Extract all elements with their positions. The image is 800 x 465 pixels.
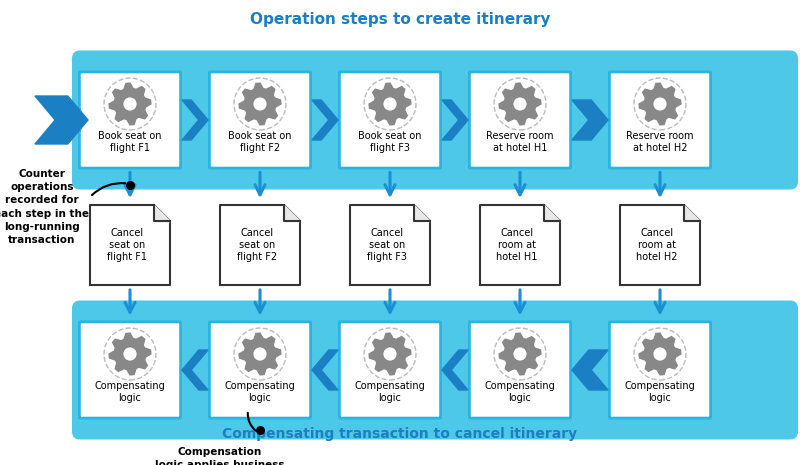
Circle shape <box>514 97 526 111</box>
Polygon shape <box>182 350 208 390</box>
Polygon shape <box>572 350 608 390</box>
Circle shape <box>234 329 286 379</box>
Circle shape <box>634 79 686 129</box>
Text: Counter
operations
recorded for
each step in the
long-running
transaction: Counter operations recorded for each ste… <box>0 169 90 245</box>
Circle shape <box>234 79 286 129</box>
Text: Reserve room
at hotel H1: Reserve room at hotel H1 <box>486 131 554 153</box>
FancyBboxPatch shape <box>339 72 441 168</box>
Polygon shape <box>109 83 151 125</box>
Text: Compensation
logic applies business
rules to counter-operations: Compensation logic applies business rule… <box>139 447 301 465</box>
FancyBboxPatch shape <box>72 51 798 190</box>
Polygon shape <box>154 205 170 221</box>
Polygon shape <box>109 333 151 375</box>
Circle shape <box>654 97 666 111</box>
Circle shape <box>365 329 415 379</box>
Circle shape <box>654 347 666 360</box>
Polygon shape <box>499 83 541 125</box>
Polygon shape <box>90 205 170 285</box>
Polygon shape <box>284 205 300 221</box>
Circle shape <box>514 347 526 360</box>
Polygon shape <box>350 205 430 285</box>
Polygon shape <box>312 100 338 140</box>
Polygon shape <box>220 205 300 285</box>
Text: Cancel
seat on
flight F1: Cancel seat on flight F1 <box>107 227 147 262</box>
Circle shape <box>383 347 397 360</box>
FancyBboxPatch shape <box>610 72 710 168</box>
Text: Book seat on
flight F3: Book seat on flight F3 <box>358 131 422 153</box>
FancyBboxPatch shape <box>470 72 570 168</box>
Text: Operation steps to create itinerary: Operation steps to create itinerary <box>250 12 550 27</box>
Polygon shape <box>369 83 411 125</box>
Text: Book seat on
flight F2: Book seat on flight F2 <box>228 131 292 153</box>
Polygon shape <box>239 333 281 375</box>
Text: Compensating
logic: Compensating logic <box>625 381 695 403</box>
Text: Compensating
logic: Compensating logic <box>354 381 426 403</box>
Text: Cancel
seat on
flight F2: Cancel seat on flight F2 <box>237 227 277 262</box>
Circle shape <box>105 79 155 129</box>
Polygon shape <box>684 205 700 221</box>
Circle shape <box>494 329 546 379</box>
FancyBboxPatch shape <box>72 300 798 439</box>
Text: Compensating
logic: Compensating logic <box>485 381 555 403</box>
FancyBboxPatch shape <box>79 72 181 168</box>
Polygon shape <box>442 100 468 140</box>
Polygon shape <box>480 205 560 285</box>
Text: Reserve room
at hotel H2: Reserve room at hotel H2 <box>626 131 694 153</box>
Polygon shape <box>639 83 681 125</box>
Circle shape <box>123 347 137 360</box>
Polygon shape <box>442 350 468 390</box>
Polygon shape <box>369 333 411 375</box>
FancyBboxPatch shape <box>79 322 181 418</box>
FancyBboxPatch shape <box>210 322 310 418</box>
Circle shape <box>494 79 546 129</box>
Polygon shape <box>544 205 560 221</box>
FancyBboxPatch shape <box>470 322 570 418</box>
Text: Book seat on
flight F1: Book seat on flight F1 <box>98 131 162 153</box>
Polygon shape <box>182 100 208 140</box>
Text: Cancel
seat on
flight F3: Cancel seat on flight F3 <box>367 227 407 262</box>
Polygon shape <box>639 333 681 375</box>
Polygon shape <box>239 83 281 125</box>
Text: Cancel
room at
hotel H1: Cancel room at hotel H1 <box>496 227 538 262</box>
FancyBboxPatch shape <box>339 322 441 418</box>
Polygon shape <box>312 350 338 390</box>
Text: Compensating transaction to cancel itinerary: Compensating transaction to cancel itine… <box>222 427 578 441</box>
Text: Compensating
logic: Compensating logic <box>94 381 166 403</box>
Polygon shape <box>414 205 430 221</box>
FancyBboxPatch shape <box>210 72 310 168</box>
Polygon shape <box>499 333 541 375</box>
FancyBboxPatch shape <box>610 322 710 418</box>
Polygon shape <box>35 96 88 144</box>
Text: Cancel
room at
hotel H2: Cancel room at hotel H2 <box>636 227 678 262</box>
Circle shape <box>634 329 686 379</box>
Circle shape <box>105 329 155 379</box>
Circle shape <box>254 347 266 360</box>
Polygon shape <box>572 100 608 140</box>
Circle shape <box>123 97 137 111</box>
Polygon shape <box>620 205 700 285</box>
Text: Compensating
logic: Compensating logic <box>225 381 295 403</box>
Circle shape <box>365 79 415 129</box>
Circle shape <box>383 97 397 111</box>
Circle shape <box>254 97 266 111</box>
